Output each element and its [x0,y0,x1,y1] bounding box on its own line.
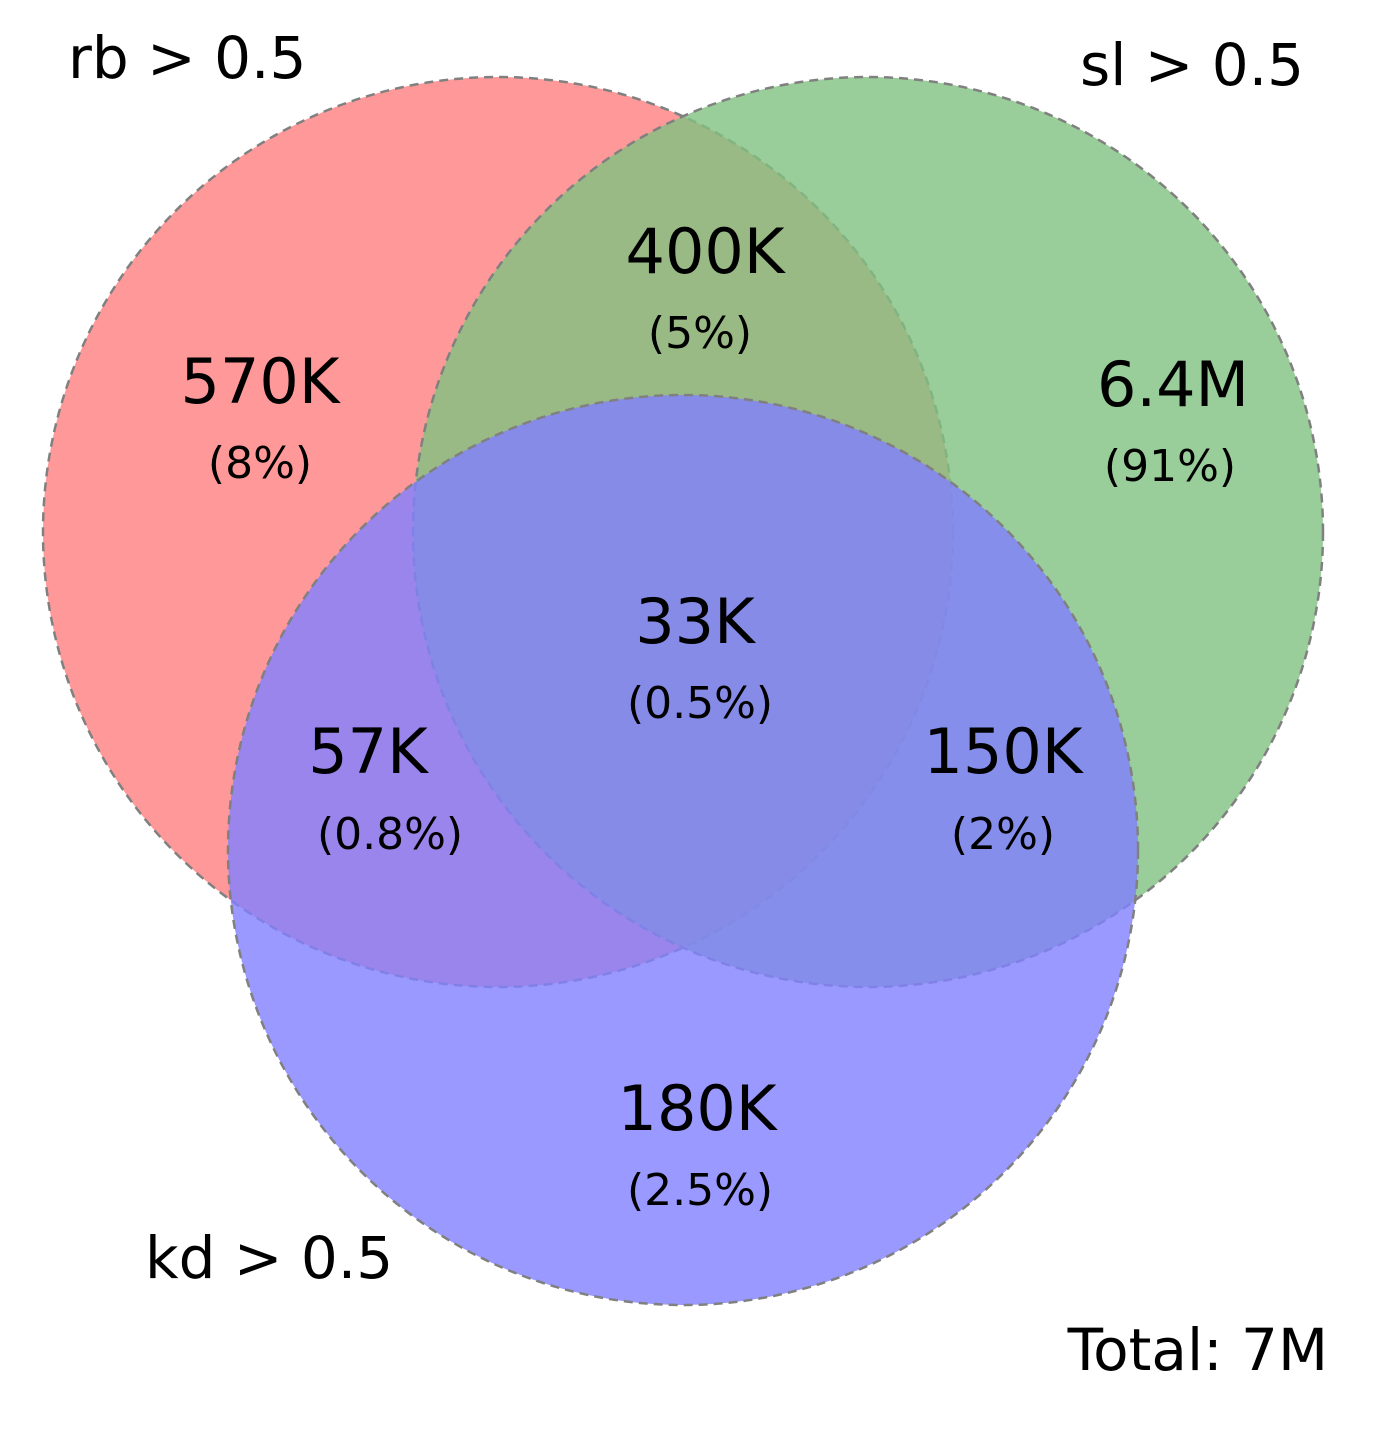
sl-only-count: 6.4M [1097,348,1249,421]
set-label-kd: kd > 0.5 [145,1224,393,1292]
rb-sl-count: 400K [626,215,786,288]
kd-only-percent: (2.5%) [627,1165,773,1216]
total-label: Total: 7M [1067,1316,1328,1384]
sl-kd-count: 150K [924,715,1084,788]
rb-kd-percent: (0.8%) [317,809,463,860]
rb-kd-count: 57K [308,715,429,788]
center-count: 33K [635,585,756,658]
rb-only-count: 570K [181,345,341,418]
kd-only-count: 180K [618,1072,778,1145]
rb-sl-percent: (5%) [648,308,752,359]
sl-only-percent: (91%) [1104,441,1236,492]
set-label-sl: sl > 0.5 [1080,31,1304,99]
rb-only-percent: (8%) [208,438,312,489]
sl-kd-percent: (2%) [951,809,1055,860]
center-percent: (0.5%) [627,678,773,729]
circle-kd [226,393,1140,1307]
set-label-rb: rb > 0.5 [68,24,306,92]
